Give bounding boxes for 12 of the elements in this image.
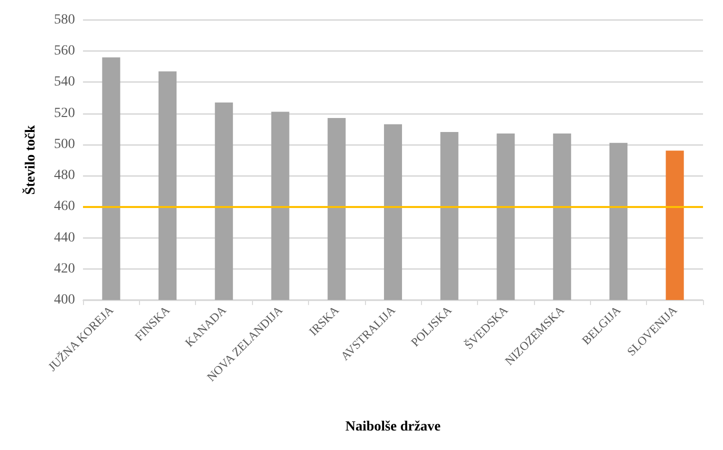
y-tick-label: 400: [54, 292, 75, 308]
y-tick-label: 540: [54, 74, 75, 90]
y-tick-label: 460: [54, 199, 75, 214]
y-tick-label: 480: [54, 168, 75, 184]
x-axis-title: Naibolše države: [345, 420, 441, 434]
y-tick-label: 520: [54, 106, 75, 121]
y-tick-label: 420: [54, 261, 75, 276]
y-axis-title: Število točk: [22, 124, 38, 195]
y-tick-label: 560: [54, 44, 75, 59]
y-tick-label: 580: [54, 12, 75, 28]
y-tick-label: 440: [54, 230, 75, 246]
y-tick-label: 500: [54, 136, 75, 152]
